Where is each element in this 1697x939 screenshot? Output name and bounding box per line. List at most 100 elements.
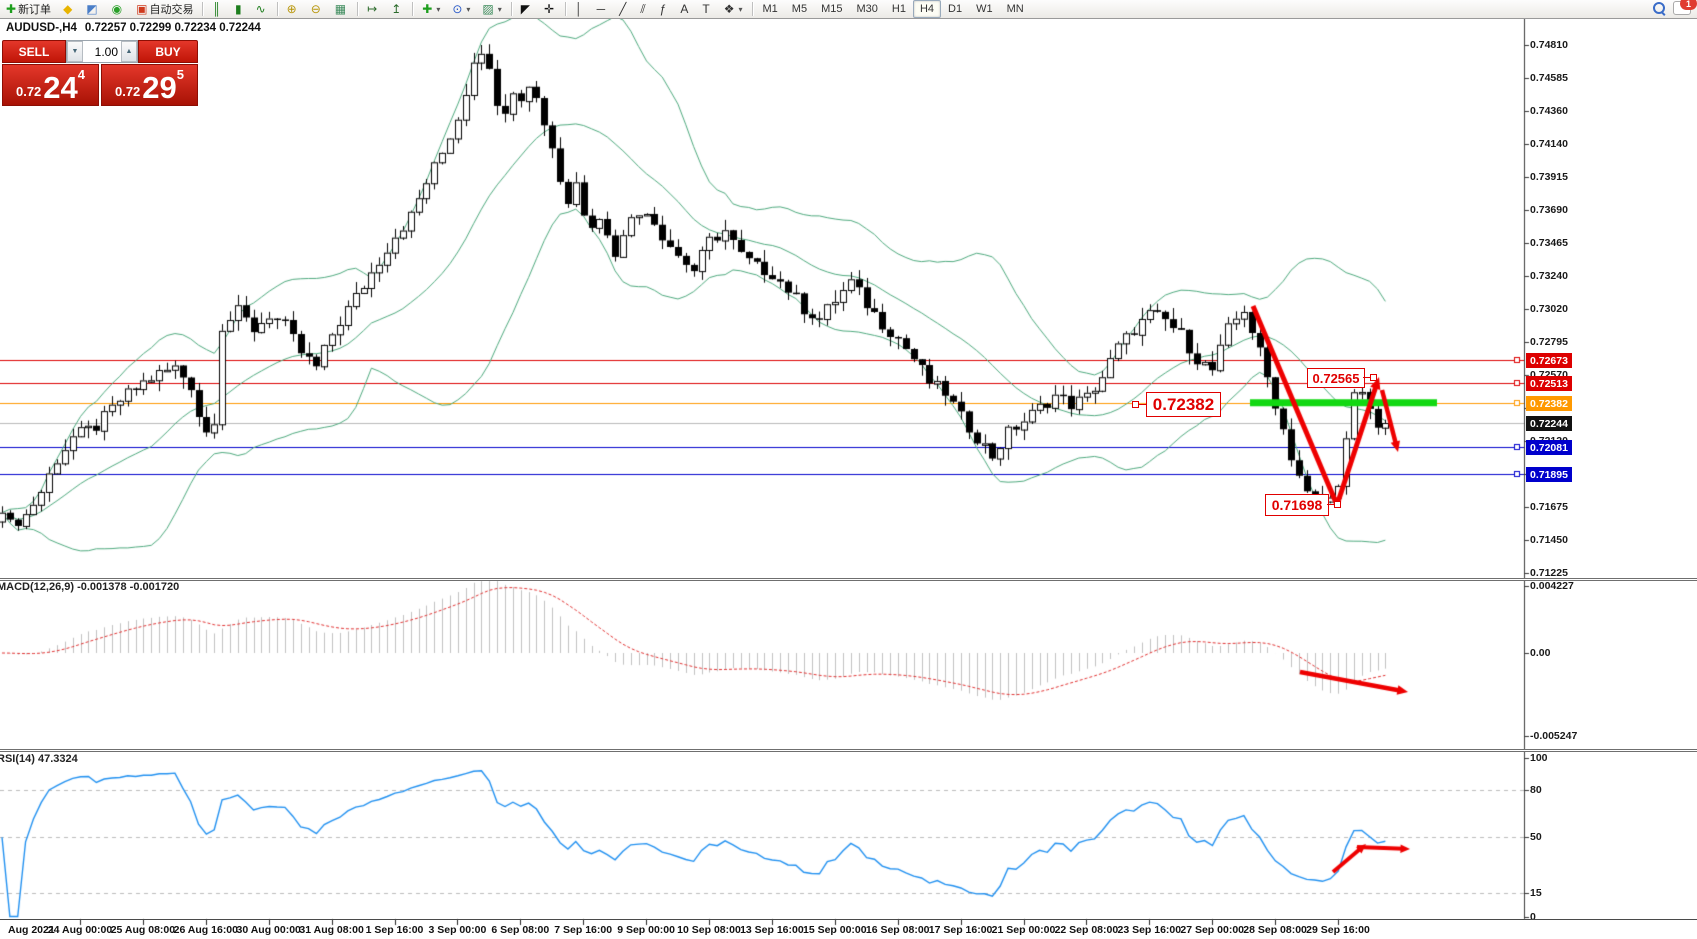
time-tick-label: Aug 2021 [8, 924, 55, 936]
zoom-out-icon: ⊖ [310, 2, 321, 16]
time-tick-label: 15 Sep 00:00 [802, 924, 867, 936]
timeframe-h1-button[interactable]: H1 [891, 3, 906, 15]
autotrade-icon: ▣ [136, 2, 148, 16]
price-tag: 0.72081 [1526, 440, 1572, 455]
text-icon: A [680, 2, 689, 16]
hline-icon: ─ [596, 2, 606, 16]
sell-button[interactable]: SELL [2, 40, 66, 63]
depth-icon[interactable]: ◩ [81, 0, 104, 18]
notifications-icon[interactable]: 1 [1673, 0, 1697, 15]
volume-decrease-button[interactable]: ▼ [67, 41, 83, 62]
time-tick-label: 7 Sep 16:00 [554, 924, 613, 936]
fibonacci-button[interactable]: ƒ [655, 0, 674, 18]
bar-chart-button[interactable]: ║ [207, 0, 228, 18]
toolbar-separator [412, 2, 414, 16]
chart-title: AUDUSD-,H4 0.72257 0.72299 0.72234 0.7224… [6, 22, 261, 34]
macd-indicator-label: MACD(12,26,9) -0.001378 -0.001720 [0, 581, 180, 593]
price-tick-label: 0.74360 [1530, 105, 1568, 118]
time-tick-label: 30 Aug 00:00 [236, 924, 301, 936]
volume-increase-button[interactable]: ▲ [121, 41, 137, 62]
text-button[interactable]: A [675, 0, 695, 18]
toolbar-separator [510, 2, 512, 16]
timeframe-w1-button[interactable]: W1 [976, 3, 993, 15]
label-icon: T [702, 2, 710, 16]
rsi-tick-label: 50 [1530, 831, 1542, 844]
chart-shift-icon: ↥ [391, 2, 402, 16]
timeframe-m5-button[interactable]: M5 [791, 3, 808, 15]
new-order-button[interactable]: ✚ 新订单 [6, 2, 52, 16]
fibonacci-icon: ƒ [659, 2, 667, 16]
auto-scroll-icon: ↦ [367, 2, 378, 16]
highlighter-icon[interactable]: ◆ [58, 0, 79, 18]
add-indicator-icon: ✚ [422, 2, 433, 16]
line-chart-button[interactable]: ∿ [251, 0, 273, 18]
autotrade-button[interactable]: ▣ 自动交易 [136, 2, 194, 16]
macd-pane-splitter[interactable] [0, 578, 1697, 579]
volume-stepper: ▼ 1.00 ▲ [66, 40, 138, 63]
zoom-out-button[interactable]: ⊖ [306, 0, 328, 18]
depth-icon-icon: ◩ [86, 2, 98, 16]
tile-windows-button[interactable]: ▦ [330, 0, 353, 18]
time-tick-label: 23 Sep 16:00 [1117, 924, 1182, 936]
buy-button[interactable]: BUY [138, 40, 198, 63]
chart-canvas[interactable] [0, 19, 1697, 939]
time-tick-label: 31 Aug 08:00 [299, 924, 364, 936]
price-callout-label[interactable]: 0.71698 [1265, 494, 1329, 516]
period-button[interactable]: ⊙ ▾ [452, 2, 471, 16]
timeframe-m1-button[interactable]: M1 [762, 3, 778, 15]
hline-button[interactable]: ─ [592, 0, 613, 18]
time-tick-label: 13 Sep 16:00 [740, 924, 804, 936]
timeframe-m15-button[interactable]: M15 [821, 3, 843, 15]
chart-shift-button[interactable]: ↥ [386, 0, 408, 18]
tile-windows-icon: ▦ [334, 2, 347, 16]
auto-scroll-button[interactable]: ↦ [362, 0, 384, 18]
buy-price-main: 29 [142, 70, 177, 105]
price-tick-label: 0.71225 [1530, 567, 1568, 580]
template-icon: ▨ [482, 2, 494, 16]
macd-tick-label: 0.00 [1530, 647, 1551, 659]
crosshair-icon: ✛ [544, 2, 555, 16]
symbol-period-label: AUDUSD-,H4 [6, 22, 77, 34]
signal-icon[interactable]: ◉ [107, 0, 129, 18]
timeframe-m30-button[interactable]: M30 [856, 3, 878, 15]
price-tag: 0.72673 [1526, 353, 1572, 368]
trendline-button[interactable]: ╱ [614, 0, 633, 18]
timeframe-h4-button[interactable]: H4 [912, 0, 941, 18]
toolbar-separator [357, 2, 359, 16]
time-tick-label: 22 Sep 08:00 [1054, 924, 1119, 936]
timeframe-d1-button[interactable]: D1 [948, 3, 963, 15]
time-axis: Aug 2021 24 Aug 00:00 25 Aug 08:00 26 Aug 1… [0, 919, 1697, 939]
buy-price-display[interactable]: 0.72 29 5 [101, 64, 198, 106]
price-tick-label: 0.73915 [1530, 170, 1568, 183]
price-tick-label: 0.72795 [1530, 335, 1568, 348]
line-chart-icon: ∿ [255, 2, 266, 16]
channel-button[interactable]: ⫽ [635, 0, 652, 18]
cursor-button[interactable]: ◤ [516, 0, 537, 18]
rsi-pane-splitter[interactable] [0, 749, 1697, 750]
price-callout-label[interactable]: 0.72565 [1307, 368, 1365, 388]
price-tick-label: 0.73240 [1530, 270, 1568, 283]
timeframe-mn-button[interactable]: MN [1006, 3, 1024, 15]
crosshair-button[interactable]: ✛ [539, 0, 561, 18]
template-button[interactable]: ▨ ▾ [482, 2, 502, 16]
price-tick-label: 0.74585 [1530, 72, 1568, 85]
label-button[interactable]: T [697, 0, 716, 18]
candle-chart-button[interactable]: ▮ [230, 0, 249, 18]
vline-button[interactable]: │ [570, 0, 590, 18]
search-icon[interactable] [1653, 2, 1665, 14]
add-indicator-button[interactable]: ✚ ▾ [422, 2, 441, 16]
time-tick-label: 9 Sep 00:00 [617, 924, 675, 936]
period-icon: ⊙ [452, 2, 463, 16]
bar-chart-icon: ║ [212, 2, 221, 16]
channel-icon: ⫽ [640, 2, 646, 16]
price-callout-label[interactable]: 0.72382 [1146, 392, 1221, 417]
time-tick-label: 25 Aug 08:00 [110, 924, 176, 936]
time-tick-label: 17 Sep 16:00 [928, 924, 993, 936]
price-tick-label: 0.73020 [1530, 302, 1568, 315]
zoom-in-button[interactable]: ⊕ [282, 0, 304, 18]
volume-input[interactable]: 1.00 [94, 44, 118, 59]
time-tick-label: 24 Aug 00:00 [47, 924, 113, 936]
shapes-button[interactable]: ❖ ▾ [723, 2, 743, 16]
signal-icon-icon: ◉ [111, 2, 123, 16]
sell-price-display[interactable]: 0.72 24 4 [2, 64, 99, 106]
